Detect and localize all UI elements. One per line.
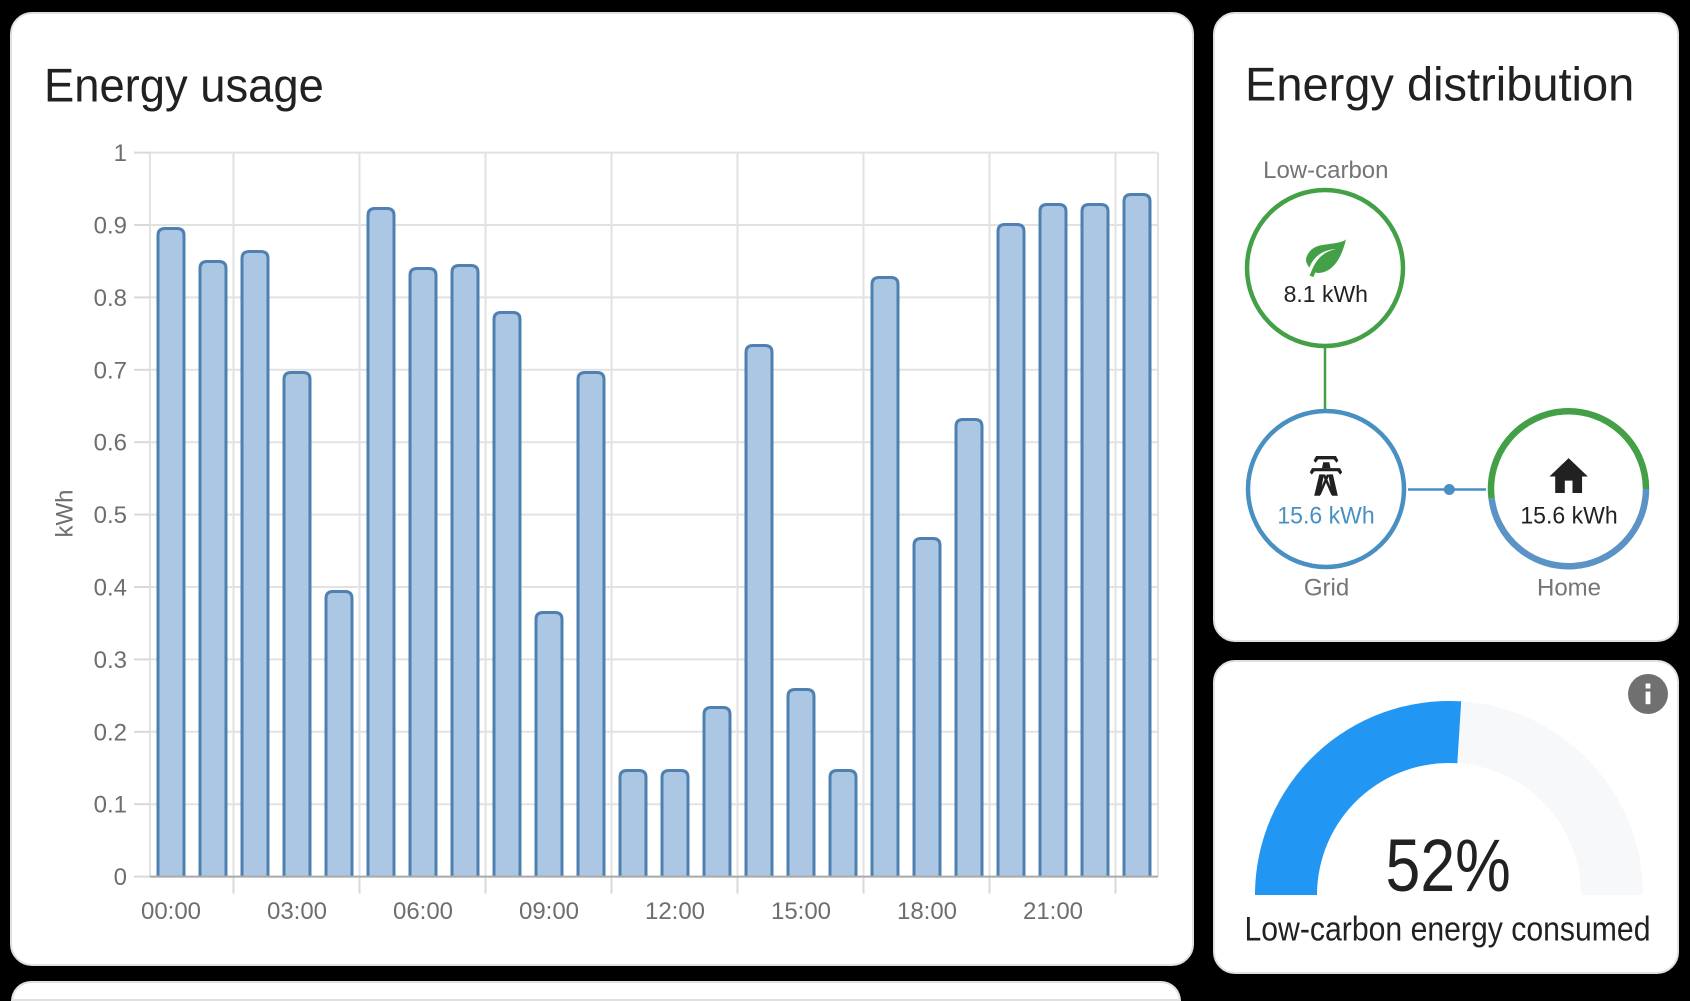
svg-text:15:00: 15:00 xyxy=(771,898,831,925)
svg-text:0.5: 0.5 xyxy=(94,502,127,529)
svg-text:Energy distribution: Energy distribution xyxy=(1245,57,1634,110)
svg-text:0: 0 xyxy=(114,864,127,891)
svg-text:03:00: 03:00 xyxy=(267,898,327,925)
svg-text:18:00: 18:00 xyxy=(897,898,957,925)
svg-text:0.1: 0.1 xyxy=(94,792,127,819)
svg-text:52%: 52% xyxy=(1386,824,1511,907)
svg-text:kWh: kWh xyxy=(52,490,79,538)
svg-text:0.7: 0.7 xyxy=(94,357,127,384)
svg-text:06:00: 06:00 xyxy=(393,898,453,925)
svg-text:0.9: 0.9 xyxy=(94,213,127,240)
svg-text:09:00: 09:00 xyxy=(519,898,579,925)
svg-text:0.8: 0.8 xyxy=(94,285,127,312)
svg-text:0.4: 0.4 xyxy=(94,575,127,602)
svg-text:8.1 kWh: 8.1 kWh xyxy=(1284,281,1368,307)
svg-text:Energy usage: Energy usage xyxy=(44,59,324,112)
svg-text:1: 1 xyxy=(114,140,127,167)
svg-text:0.3: 0.3 xyxy=(94,647,127,674)
svg-text:Low-carbon energy consumed: Low-carbon energy consumed xyxy=(1244,910,1650,948)
svg-text:0.2: 0.2 xyxy=(94,719,127,746)
svg-text:00:00: 00:00 xyxy=(141,898,201,925)
svg-text:15.6 kWh: 15.6 kWh xyxy=(1520,502,1617,529)
svg-text:Home: Home xyxy=(1537,575,1601,602)
svg-text:0.6: 0.6 xyxy=(94,430,127,457)
svg-text:Grid: Grid xyxy=(1304,575,1349,602)
svg-text:Low-carbon: Low-carbon xyxy=(1263,157,1388,184)
svg-text:21:00: 21:00 xyxy=(1023,898,1083,925)
svg-text:15.6 kWh: 15.6 kWh xyxy=(1277,502,1374,529)
svg-text:12:00: 12:00 xyxy=(645,898,705,925)
